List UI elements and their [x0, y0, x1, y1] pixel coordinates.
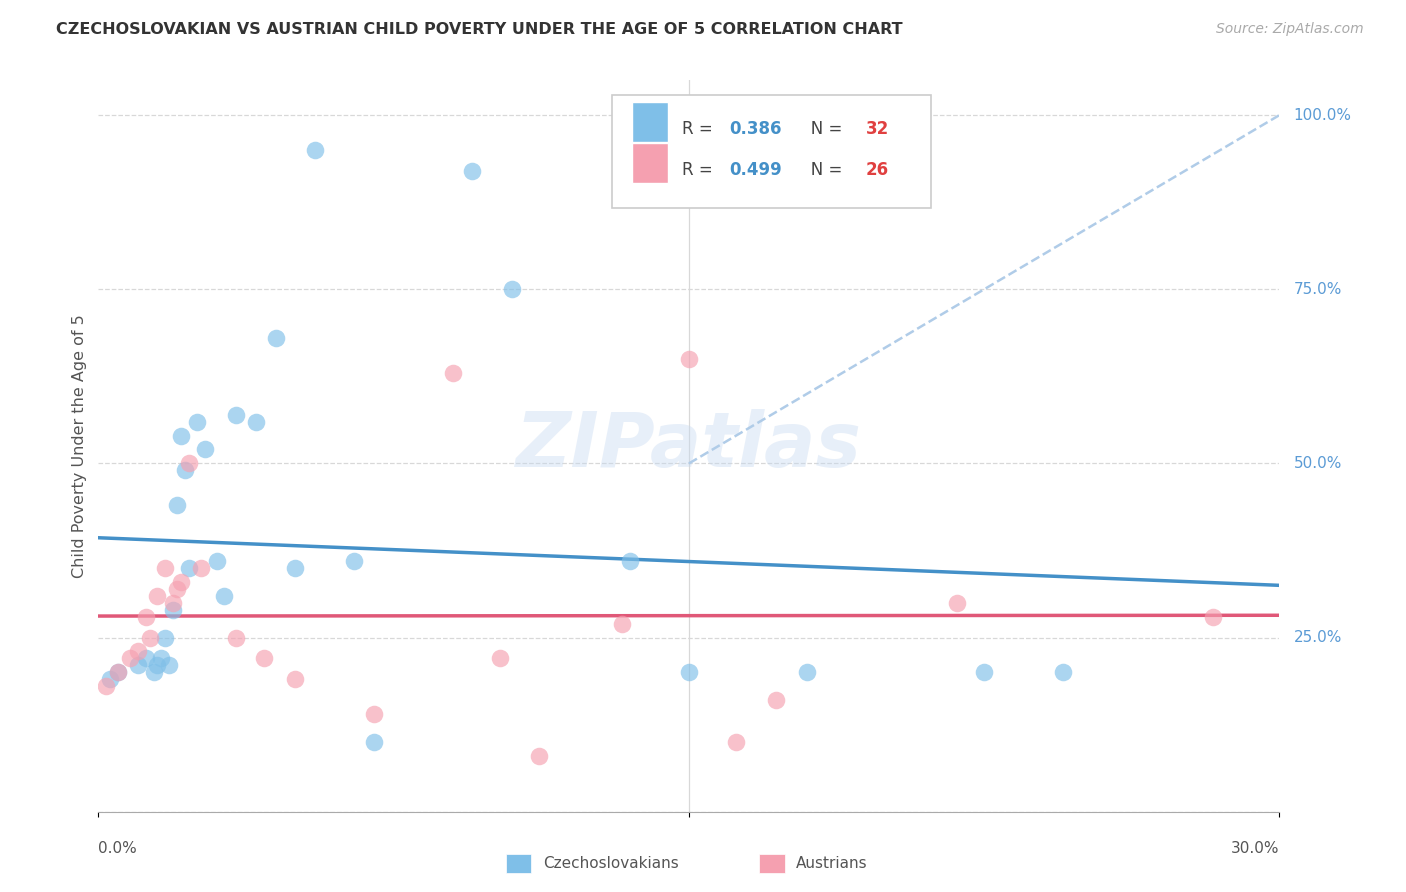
Point	[245, 415, 267, 429]
Point	[678, 351, 700, 366]
Point	[118, 651, 141, 665]
Point	[529, 749, 551, 764]
Text: 75.0%: 75.0%	[1294, 282, 1341, 297]
Text: 30.0%: 30.0%	[1232, 841, 1279, 856]
Point	[142, 665, 165, 680]
Point	[945, 596, 967, 610]
Point	[146, 589, 169, 603]
Point	[107, 665, 129, 680]
Point	[166, 582, 188, 596]
Point	[194, 442, 217, 457]
Point	[284, 673, 307, 687]
Text: Czechoslovakians: Czechoslovakians	[543, 856, 679, 871]
Point	[127, 658, 149, 673]
FancyBboxPatch shape	[612, 95, 931, 209]
Text: N =: N =	[796, 120, 848, 138]
Point	[177, 457, 200, 471]
Text: 25.0%: 25.0%	[1294, 630, 1341, 645]
Text: 0.386: 0.386	[730, 120, 782, 138]
Point	[304, 143, 326, 157]
Point	[973, 665, 995, 680]
Text: Source: ZipAtlas.com: Source: ZipAtlas.com	[1216, 22, 1364, 37]
Point	[166, 498, 188, 512]
Point	[214, 589, 236, 603]
Point	[1052, 665, 1074, 680]
Point	[796, 665, 818, 680]
Text: 26: 26	[866, 161, 889, 179]
Point	[610, 616, 633, 631]
Point	[725, 735, 748, 749]
Text: R =: R =	[682, 161, 718, 179]
Point	[150, 651, 173, 665]
Point	[461, 164, 484, 178]
Point	[177, 561, 200, 575]
Point	[441, 366, 464, 380]
Point	[363, 735, 385, 749]
Point	[765, 693, 787, 707]
Point	[225, 408, 247, 422]
Point	[1201, 609, 1223, 624]
Point	[619, 554, 641, 568]
Point	[162, 603, 184, 617]
Text: ZIPatlas: ZIPatlas	[516, 409, 862, 483]
Text: 0.499: 0.499	[730, 161, 782, 179]
Point	[135, 609, 157, 624]
Point	[157, 658, 180, 673]
Point	[225, 631, 247, 645]
Point	[138, 631, 160, 645]
FancyBboxPatch shape	[633, 144, 668, 184]
Point	[127, 644, 149, 658]
Point	[98, 673, 121, 687]
Point	[284, 561, 307, 575]
Point	[253, 651, 276, 665]
Point	[170, 574, 193, 589]
Point	[155, 631, 177, 645]
Point	[489, 651, 512, 665]
Text: 32: 32	[866, 120, 890, 138]
Text: 50.0%: 50.0%	[1294, 456, 1341, 471]
Y-axis label: Child Poverty Under the Age of 5: Child Poverty Under the Age of 5	[72, 314, 87, 578]
Text: 100.0%: 100.0%	[1294, 108, 1351, 122]
Point	[678, 665, 700, 680]
Text: Austrians: Austrians	[796, 856, 868, 871]
Point	[135, 651, 157, 665]
Point	[186, 415, 208, 429]
Point	[96, 679, 118, 693]
Point	[363, 707, 385, 722]
Point	[264, 331, 287, 345]
Point	[162, 596, 184, 610]
Point	[501, 282, 523, 296]
Point	[107, 665, 129, 680]
Point	[174, 463, 197, 477]
FancyBboxPatch shape	[633, 103, 668, 143]
Text: 0.0%: 0.0%	[98, 841, 138, 856]
Point	[146, 658, 169, 673]
Point	[190, 561, 212, 575]
Text: N =: N =	[796, 161, 848, 179]
Point	[343, 554, 366, 568]
Point	[170, 428, 193, 442]
Text: CZECHOSLOVAKIAN VS AUSTRIAN CHILD POVERTY UNDER THE AGE OF 5 CORRELATION CHART: CZECHOSLOVAKIAN VS AUSTRIAN CHILD POVERT…	[56, 22, 903, 37]
Point	[155, 561, 177, 575]
Text: R =: R =	[682, 120, 718, 138]
Point	[205, 554, 228, 568]
